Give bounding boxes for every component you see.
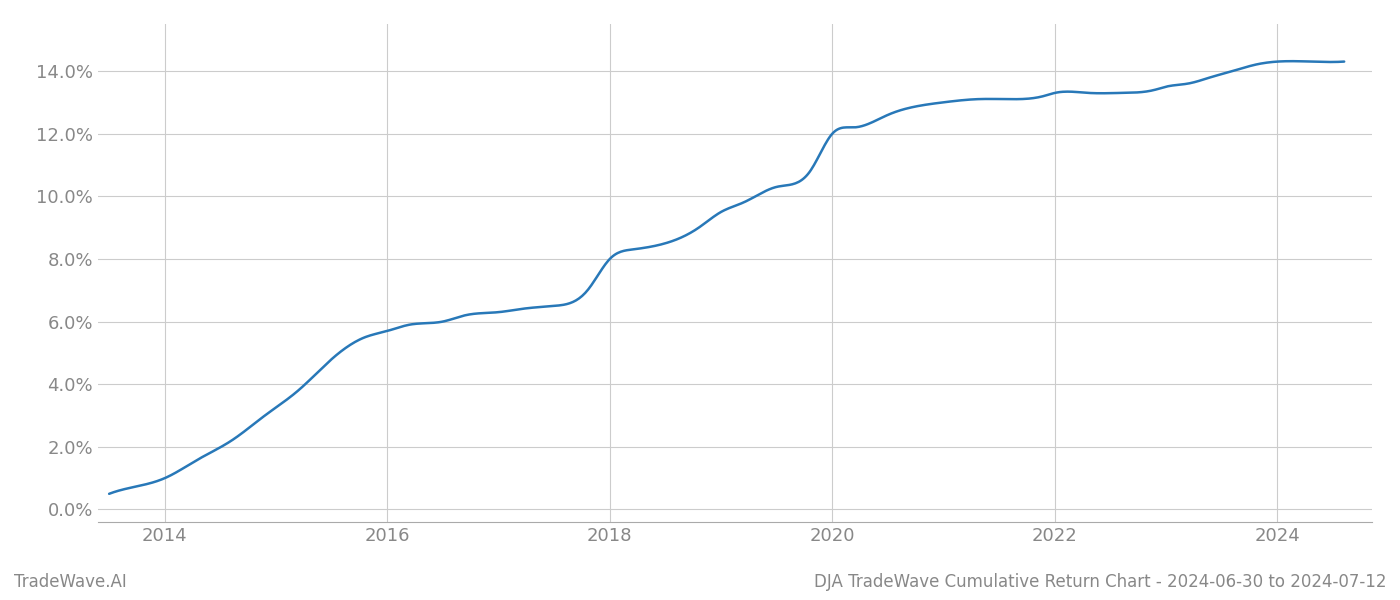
Text: DJA TradeWave Cumulative Return Chart - 2024-06-30 to 2024-07-12: DJA TradeWave Cumulative Return Chart - … — [813, 573, 1386, 591]
Text: TradeWave.AI: TradeWave.AI — [14, 573, 127, 591]
